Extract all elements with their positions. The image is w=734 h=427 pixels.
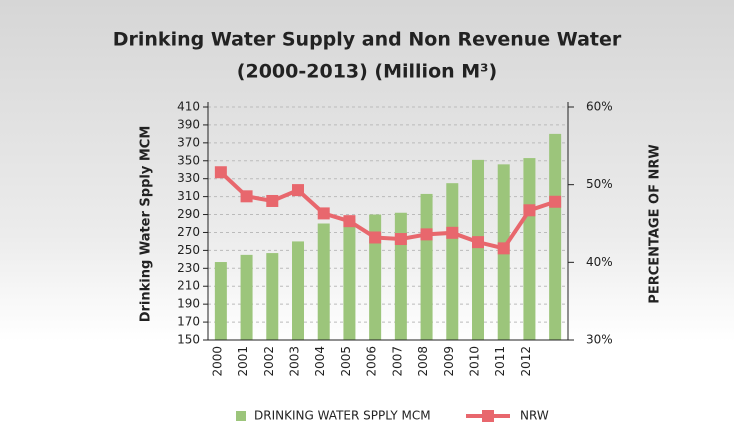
x-tick-label: 2009 [442,346,456,377]
x-tick-label: 2000 [210,346,224,377]
marker [446,226,459,239]
marker [394,233,407,246]
chart-title: (2000-2013) (Million M³) [237,61,497,83]
y-tick-label: 330 [177,171,200,185]
x-tick-label: 2001 [236,346,250,377]
marker [266,194,279,207]
x-tick-label: 2008 [416,346,430,377]
x-tick-label: 2011 [493,346,507,377]
marker [472,236,484,249]
marker [292,184,304,197]
x-tick-label: 2007 [390,346,404,377]
bar [472,159,484,340]
legend-label: NRW [520,409,549,423]
bar [420,193,433,340]
chart-title: Drinking Water Supply and Non Revenue Wa… [113,29,622,51]
marker [549,195,562,208]
y-tick-label: 290 [177,207,200,221]
y2-tick-label: 60% [586,100,613,114]
bar [240,254,253,340]
x-tick-label: 2005 [339,346,353,377]
y-tick-label: 250 [177,243,200,257]
bar [549,133,562,340]
bar [317,223,330,340]
bar [292,241,304,340]
y2-tick-label: 50% [586,177,613,191]
bar [343,219,356,340]
y-tick-label: 190 [177,297,200,311]
x-tick-label: 2004 [313,346,327,377]
y-tick-label: 150 [177,333,200,347]
legend-label: DRINKING WATER SPPLY MCM [254,409,431,423]
bar [394,212,407,340]
marker [240,190,253,203]
marker [420,228,433,241]
y-tick-label: 230 [177,261,200,275]
y-tick-label: 410 [177,100,200,114]
legend-swatch [482,410,494,422]
x-tick-label: 2006 [365,346,379,377]
bar [214,262,227,340]
bar [266,253,279,340]
y-tick-label: 270 [177,225,200,239]
y2-axis-label: PERCENTAGE OF NRW [648,144,663,303]
y-tick-label: 170 [177,315,200,329]
marker [214,166,227,179]
legend-swatch [236,411,246,421]
y-tick-label: 350 [177,153,200,167]
y-tick-label: 390 [177,117,200,131]
y-tick-label: 210 [177,279,200,293]
marker [523,204,536,217]
x-tick-label: 2012 [519,346,533,377]
y-tick-label: 370 [177,135,200,149]
x-tick-label: 2002 [262,346,276,377]
marker [343,215,356,228]
marker [497,242,510,255]
marker [317,207,330,220]
x-tick-label: 2010 [468,346,482,377]
y-axis-label: Drinking Water Spply MCM [139,126,154,323]
y2-tick-label: 40% [586,255,613,269]
bar [523,158,536,340]
bar [446,183,459,340]
bar [369,214,382,340]
y-tick-label: 310 [177,189,200,203]
y2-tick-label: 30% [586,333,613,347]
marker [369,231,382,244]
x-tick-label: 2003 [288,346,302,377]
